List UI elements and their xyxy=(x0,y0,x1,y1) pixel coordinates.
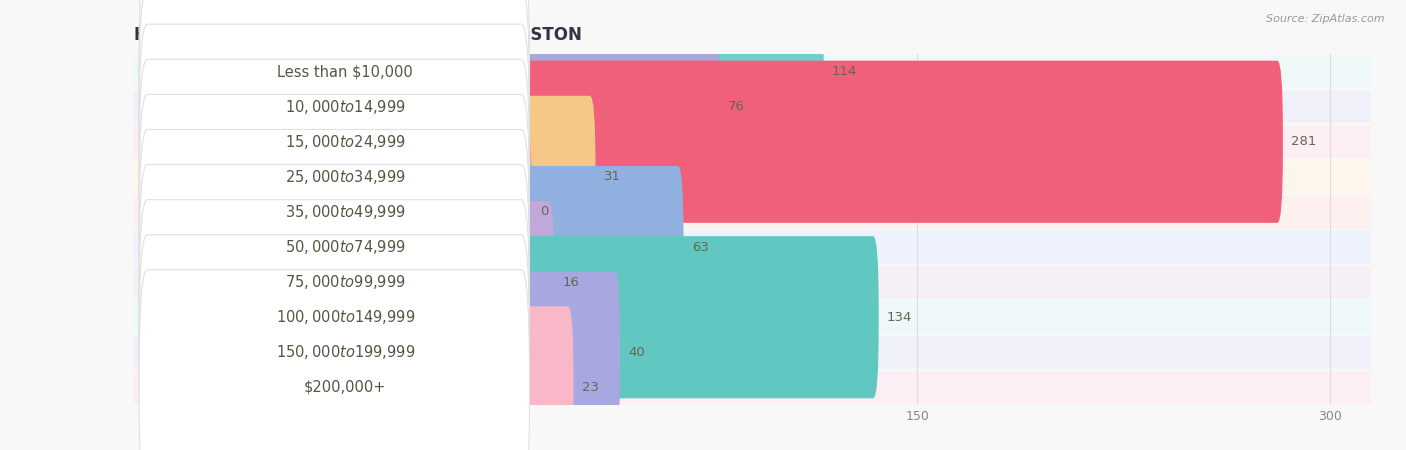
Text: $200,000+: $200,000+ xyxy=(304,380,387,395)
Circle shape xyxy=(145,305,146,329)
Circle shape xyxy=(145,235,146,259)
FancyBboxPatch shape xyxy=(499,61,1282,223)
FancyBboxPatch shape xyxy=(139,165,530,400)
FancyBboxPatch shape xyxy=(134,336,1371,369)
Text: 76: 76 xyxy=(727,100,744,113)
FancyBboxPatch shape xyxy=(139,24,530,259)
Circle shape xyxy=(145,375,146,400)
FancyBboxPatch shape xyxy=(139,94,530,329)
Text: Source: ZipAtlas.com: Source: ZipAtlas.com xyxy=(1267,14,1385,23)
FancyBboxPatch shape xyxy=(134,231,1371,263)
Text: 31: 31 xyxy=(603,171,620,183)
Text: $100,000 to $149,999: $100,000 to $149,999 xyxy=(276,308,415,326)
Text: 40: 40 xyxy=(628,346,645,359)
FancyBboxPatch shape xyxy=(134,55,1371,88)
Text: $35,000 to $49,999: $35,000 to $49,999 xyxy=(285,203,406,221)
Circle shape xyxy=(145,200,146,224)
Text: HOUSEHOLD INCOME BRACKETS IN LIVINGSTON: HOUSEHOLD INCOME BRACKETS IN LIVINGSTON xyxy=(134,26,582,44)
Text: $75,000 to $99,999: $75,000 to $99,999 xyxy=(285,273,406,291)
FancyBboxPatch shape xyxy=(134,301,1371,333)
FancyBboxPatch shape xyxy=(134,90,1371,123)
FancyBboxPatch shape xyxy=(139,0,530,189)
FancyBboxPatch shape xyxy=(499,131,533,293)
FancyBboxPatch shape xyxy=(139,0,530,224)
Text: 114: 114 xyxy=(832,65,858,78)
FancyBboxPatch shape xyxy=(139,235,530,450)
FancyBboxPatch shape xyxy=(139,130,530,364)
FancyBboxPatch shape xyxy=(139,270,530,450)
Circle shape xyxy=(145,165,146,189)
Circle shape xyxy=(145,340,146,364)
FancyBboxPatch shape xyxy=(499,166,683,328)
Text: 23: 23 xyxy=(582,381,599,394)
Text: $10,000 to $14,999: $10,000 to $14,999 xyxy=(285,98,406,116)
Text: $25,000 to $34,999: $25,000 to $34,999 xyxy=(285,168,406,186)
FancyBboxPatch shape xyxy=(499,236,879,398)
FancyBboxPatch shape xyxy=(134,126,1371,158)
Text: Less than $10,000: Less than $10,000 xyxy=(277,64,413,79)
Text: 63: 63 xyxy=(692,241,709,253)
Circle shape xyxy=(145,270,146,294)
FancyBboxPatch shape xyxy=(499,26,720,188)
FancyBboxPatch shape xyxy=(134,161,1371,193)
FancyBboxPatch shape xyxy=(499,271,620,433)
Circle shape xyxy=(145,94,146,119)
Circle shape xyxy=(145,130,146,154)
FancyBboxPatch shape xyxy=(499,306,574,450)
FancyBboxPatch shape xyxy=(134,266,1371,298)
Text: $15,000 to $24,999: $15,000 to $24,999 xyxy=(285,133,406,151)
FancyBboxPatch shape xyxy=(499,201,554,363)
Text: $150,000 to $199,999: $150,000 to $199,999 xyxy=(276,343,415,361)
FancyBboxPatch shape xyxy=(499,0,824,153)
FancyBboxPatch shape xyxy=(139,59,530,294)
Circle shape xyxy=(145,59,146,84)
FancyBboxPatch shape xyxy=(139,200,530,435)
Text: 0: 0 xyxy=(540,206,548,218)
Text: 16: 16 xyxy=(562,276,579,288)
Text: 134: 134 xyxy=(887,311,912,324)
FancyBboxPatch shape xyxy=(134,196,1371,228)
Text: $50,000 to $74,999: $50,000 to $74,999 xyxy=(285,238,406,256)
FancyBboxPatch shape xyxy=(134,371,1371,404)
FancyBboxPatch shape xyxy=(499,96,596,258)
Text: 281: 281 xyxy=(1291,135,1316,148)
